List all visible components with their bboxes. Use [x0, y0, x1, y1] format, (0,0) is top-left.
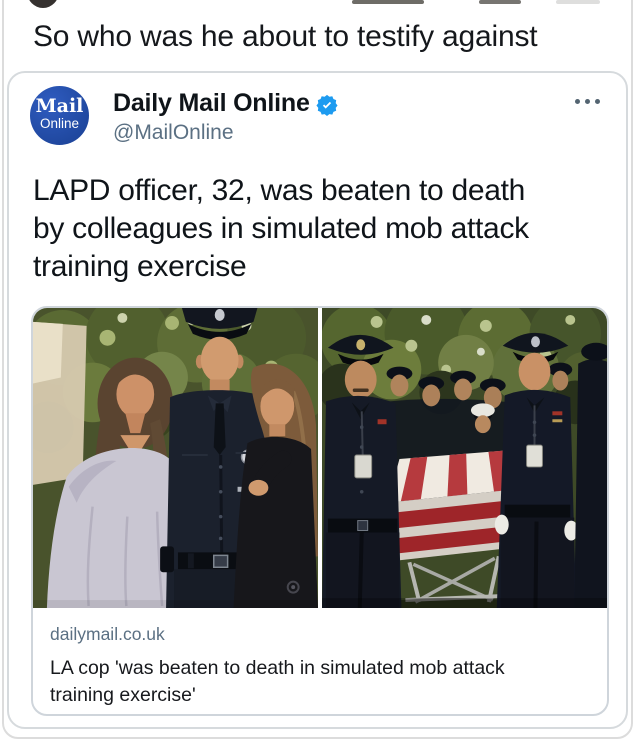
author-name[interactable]: Daily Mail Online — [113, 89, 310, 117]
cropped-text-remnant — [352, 0, 424, 4]
cropped-text-remnant — [479, 0, 521, 4]
tweet-text: LAPD officer, 32, was beaten to death by… — [33, 172, 529, 286]
verified-badge-icon — [316, 94, 338, 116]
more-icon — [595, 99, 600, 104]
avatar-logo-line2: Online — [39, 116, 80, 131]
more-icon — [585, 99, 590, 104]
cropped-avatar-remnant — [27, 0, 59, 8]
daily-mail-avatar[interactable]: Mail Online — [30, 86, 89, 145]
family-photo — [33, 308, 318, 608]
card-footer: dailymail.co.uk LA cop 'was beaten to de… — [33, 608, 607, 709]
photo-divider — [318, 308, 322, 608]
author-handle[interactable]: @MailOnline — [113, 121, 234, 144]
cropped-text-remnant — [556, 0, 600, 4]
more-icon — [575, 99, 580, 104]
card-domain: dailymail.co.uk — [50, 624, 165, 644]
card-headline-line: training exercise' — [50, 684, 196, 706]
more-button[interactable] — [571, 95, 604, 108]
tweet-text-line: LAPD officer, 32, was beaten to death — [33, 174, 526, 207]
avatar-logo-line1: Mail — [35, 95, 84, 117]
card-headline-line: LA cop 'was beaten to death in simulated… — [50, 657, 505, 679]
tweet-text-line: by colleagues in simulated mob attack — [33, 212, 529, 245]
quoted-tweet-card[interactable]: Mail Online Daily Mail Online @MailOnlin… — [7, 71, 628, 729]
top-tweet-text: So who was he about to testify against — [33, 20, 538, 53]
author-block: Daily Mail Online @MailOnline — [113, 89, 338, 145]
card-headline: LA cop 'was beaten to death in simulated… — [50, 655, 590, 709]
article-photos — [33, 308, 607, 608]
tweet-text-line: training exercise — [33, 250, 247, 283]
article-link-card[interactable]: dailymail.co.uk LA cop 'was beaten to de… — [31, 306, 609, 716]
funeral-photo — [322, 308, 607, 608]
